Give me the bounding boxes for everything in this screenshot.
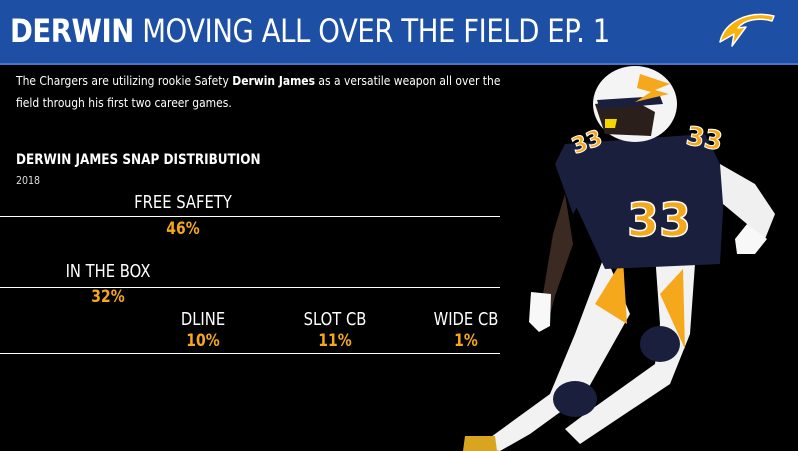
category-label-free-safety: FREE SAFETY [134, 192, 232, 213]
category-label-in-the-box: IN THE BOX [65, 261, 151, 282]
tier-rule [0, 353, 500, 354]
page-title: DERWIN MOVING ALL OVER THE FIELD EP. 1 [10, 12, 610, 50]
value-label-free-safety: 46% [166, 219, 200, 239]
chargers-bolt-logo-icon [719, 13, 775, 47]
chart-subtitle: 2018 [16, 174, 41, 187]
svg-text:33: 33 [684, 121, 725, 157]
football-player-image: 33 33 33 [463, 66, 775, 451]
svg-text:33: 33 [627, 193, 691, 247]
intro-text-after: as a versatile weapon all over the field… [16, 73, 501, 110]
title-bold: DERWIN [10, 12, 134, 50]
value-label-in-the-box: 32% [91, 287, 125, 307]
intro-text-before: The Chargers are utilizing rookie Safety [16, 73, 233, 88]
header-bar: DERWIN MOVING ALL OVER THE FIELD EP. 1 [0, 0, 798, 65]
chart-title: DERWIN JAMES SNAP DISTRIBUTION [16, 152, 261, 168]
value-label-slot-cb: 11% [318, 331, 352, 351]
tier-rule [0, 216, 500, 217]
title-rest: MOVING ALL OVER THE FIELD EP. 1 [142, 12, 610, 50]
category-label-dline: DLINE [180, 309, 226, 330]
intro-text-bold: Derwin James [232, 73, 315, 88]
value-label-wide-cb: 1% [454, 331, 478, 351]
category-label-slot-cb: SLOT CB [303, 309, 367, 330]
tier-rule [0, 287, 500, 288]
category-label-wide-cb: WIDE CB [433, 309, 499, 330]
value-label-dline: 10% [186, 331, 220, 351]
intro-paragraph: The Chargers are utilizing rookie Safety… [16, 70, 506, 114]
